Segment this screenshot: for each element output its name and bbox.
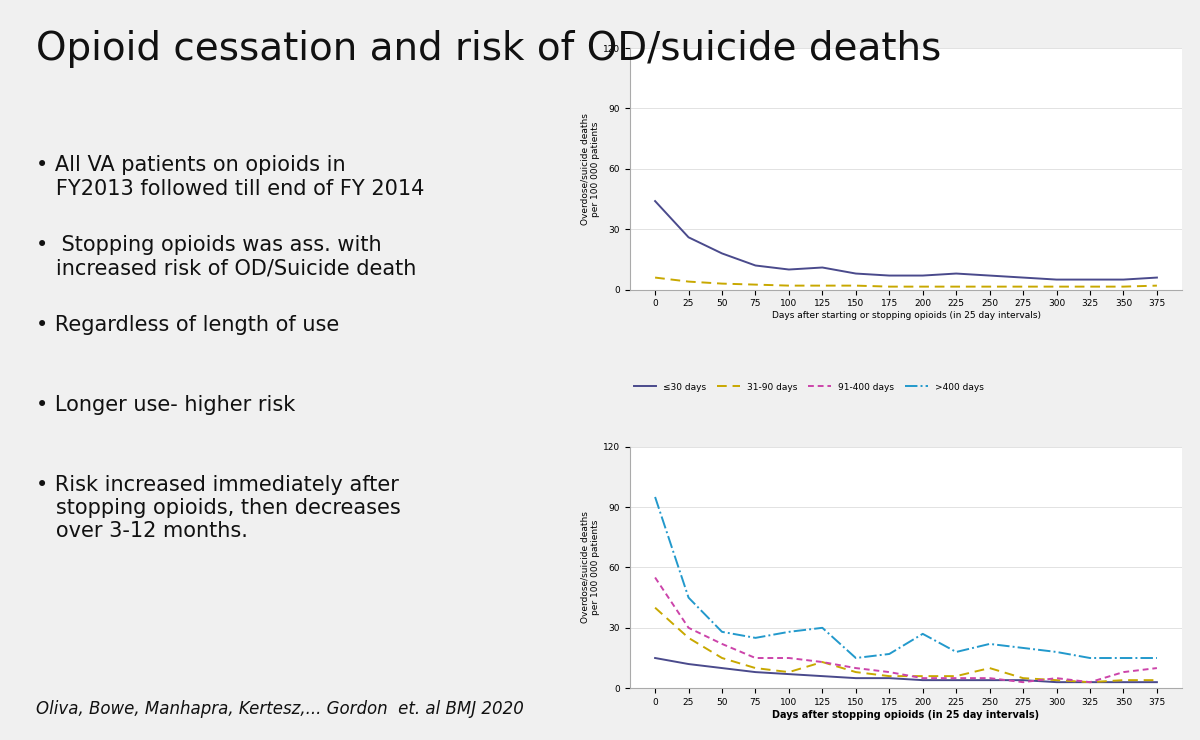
Text: •  Stopping opioids was ass. with
   increased risk of OD/Suicide death: • Stopping opioids was ass. with increas… [36, 235, 416, 278]
Text: • Risk increased immediately after
   stopping opioids, then decreases
   over 3: • Risk increased immediately after stopp… [36, 475, 401, 542]
Text: • Regardless of length of use: • Regardless of length of use [36, 315, 340, 335]
Text: Oliva, Bowe, Manhapra, Kertesz,... Gordon  et. al BMJ 2020: Oliva, Bowe, Manhapra, Kertesz,... Gordo… [36, 700, 524, 718]
X-axis label: Days after starting or stopping opioids (in 25 day intervals): Days after starting or stopping opioids … [772, 311, 1040, 320]
Y-axis label: Overdose/suicide deaths
per 100 000 patients: Overdose/suicide deaths per 100 000 pati… [581, 113, 600, 225]
Y-axis label: Overdose/suicide deaths
per 100 000 patients: Overdose/suicide deaths per 100 000 pati… [581, 511, 600, 623]
Text: Opioid cessation and risk of OD/suicide deaths: Opioid cessation and risk of OD/suicide … [36, 30, 941, 67]
Text: • Longer use- higher risk: • Longer use- higher risk [36, 395, 295, 415]
Legend: ≤30 days, 31-90 days, 91-400 days, >400 days: ≤30 days, 31-90 days, 91-400 days, >400 … [630, 379, 988, 395]
Text: • All VA patients on opioids in
   FY2013 followed till end of FY 2014: • All VA patients on opioids in FY2013 f… [36, 155, 425, 198]
X-axis label: Days after stopping opioids (in 25 day intervals): Days after stopping opioids (in 25 day i… [773, 710, 1039, 720]
